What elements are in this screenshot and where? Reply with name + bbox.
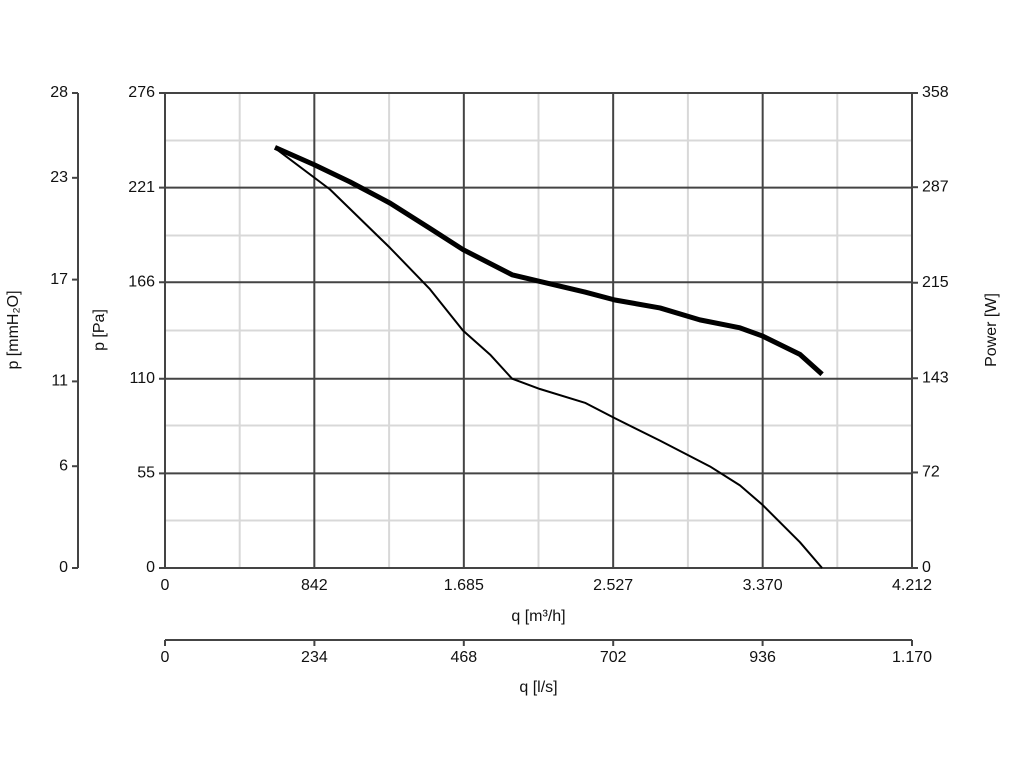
y3-tick-label: 28: [50, 84, 68, 101]
y2-tick-label: 358: [922, 84, 949, 101]
y-tick-label: 0: [146, 559, 155, 576]
y-tick-label: 221: [128, 179, 155, 196]
y-tick-label: 166: [128, 274, 155, 291]
x2-tick-label: 234: [301, 649, 328, 666]
y2-tick-label: 287: [922, 178, 949, 195]
y2-tick-label: 215: [922, 274, 949, 291]
x-tick-label: 2.527: [593, 577, 633, 594]
x2-tick-label: 468: [450, 649, 477, 666]
y3-tick-label: 17: [50, 271, 68, 288]
y3-tick-label: 0: [59, 559, 68, 576]
x2-tick-label: 1.170: [892, 649, 932, 666]
x-tick-label: 0: [161, 577, 170, 594]
x2-tick-label: 0: [161, 649, 170, 666]
y3-tick-label: 11: [51, 373, 68, 390]
y2-tick-label: 72: [922, 464, 940, 481]
x-axis-label: q [m³/h]: [511, 608, 565, 625]
y2-tick-label: 143: [922, 369, 949, 386]
y-tick-label: 276: [128, 84, 155, 101]
y2-tick-label: 0: [922, 559, 931, 576]
x-tick-label: 842: [301, 577, 328, 594]
x-tick-label: 3.370: [743, 577, 783, 594]
y-axis-label: p [Pa]: [91, 309, 108, 351]
x2-tick-label: 936: [749, 649, 776, 666]
y-tick-label: 55: [137, 465, 155, 482]
y3-axis-label: p [mmH₂O]: [5, 290, 22, 369]
y-tick-label: 110: [129, 370, 155, 387]
y3-tick-label: 23: [50, 169, 68, 186]
x2-axis-label: q [l/s]: [519, 679, 557, 696]
x-tick-label: 1.685: [444, 577, 484, 594]
y3-tick-label: 6: [59, 457, 68, 474]
x-tick-label: 4.212: [892, 577, 932, 594]
y2-axis-label: Power [W]: [983, 293, 1000, 367]
curve: [273, 145, 824, 377]
x2-tick-label: 702: [600, 649, 627, 666]
curve: [274, 147, 823, 569]
